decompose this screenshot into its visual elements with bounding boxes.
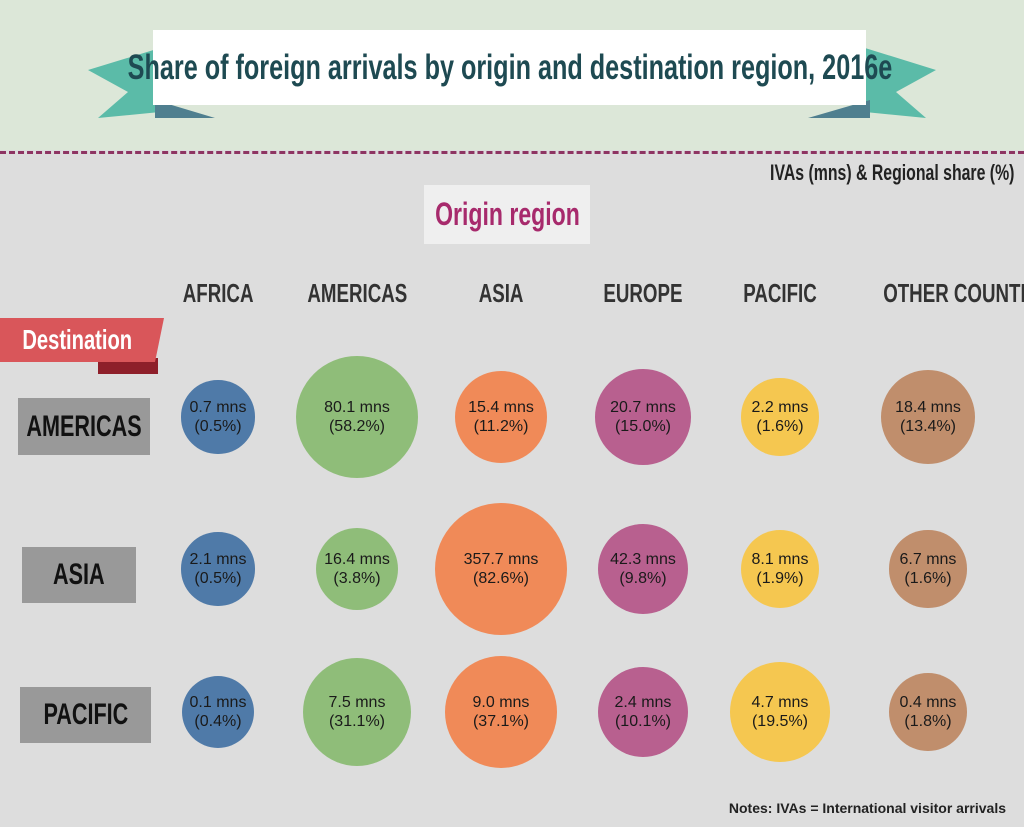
bubble: 20.7 mns (15.0%) (595, 369, 691, 465)
bubble-share: (0.5%) (194, 417, 242, 435)
bubble-value: 18.4 mns (895, 398, 961, 416)
destination-row-text: PACIFIC (43, 698, 128, 731)
bubble-share: (0.4%) (194, 712, 242, 730)
divider (0, 151, 1024, 154)
bubble: 357.7 mns (82.6%) (435, 503, 567, 635)
origin-header-text: EUROPE (603, 278, 683, 308)
bubble-share: (11.2%) (473, 417, 529, 435)
bubble-value: 0.4 mns (899, 693, 957, 711)
bubble: 2.4 mns (10.1%) (597, 666, 689, 758)
destination-row-text: ASIA (53, 558, 105, 591)
bubble-share: (82.6%) (472, 570, 530, 587)
bubble: 6.7 mns (1.6%) (889, 530, 967, 608)
title-text: Share of foreign arrivals by origin and … (127, 47, 892, 87)
bubble-value: 7.5 mns (328, 693, 386, 711)
origin-header-text: ASIA (478, 278, 524, 308)
bubble: 0.4 mns (1.8%) (889, 673, 967, 751)
bubble-share: (1.9%) (756, 569, 804, 587)
bubble: 8.1 mns (1.9%) (741, 530, 819, 608)
bubble: 4.7 mns (19.5%) (730, 662, 830, 762)
title-ribbon (88, 48, 936, 118)
bubble-value: 2.1 mns (189, 550, 247, 568)
bubble-value: 357.7 mns (463, 551, 539, 568)
bubble-share: (9.8%) (619, 569, 667, 587)
bubble: 9.0 mns (37.1%) (445, 656, 557, 768)
bubble-value: 16.4 mns (324, 550, 390, 568)
units-label: IVAs (mns) & Regional share (%) (675, 160, 1014, 186)
destination-row-label: ASIA (22, 547, 136, 603)
bubble-share: (1.6%) (904, 569, 952, 587)
bubble-share: (58.2%) (328, 417, 385, 435)
bubble-value: 0.7 mns (189, 398, 247, 416)
bubble: 0.7 mns (0.5%) (181, 380, 255, 454)
bubble: 2.2 mns (1.6%) (741, 378, 819, 456)
bubble-value: 4.7 mns (751, 693, 809, 711)
origin-text: Origin region (434, 196, 580, 232)
bubble-value: 2.2 mns (751, 398, 809, 416)
bubble-value: 6.7 mns (899, 550, 957, 568)
bubble-value: 42.3 mns (610, 550, 676, 568)
bubble-share: (10.1%) (614, 712, 671, 730)
bubble: 16.4 mns (3.8%) (315, 527, 398, 610)
destination-row-label: AMERICAS (18, 398, 150, 455)
origin-header: EUROPE (563, 278, 723, 309)
bubble-share: (19.5%) (751, 712, 808, 730)
bubble-value: 80.1 mns (324, 398, 390, 416)
bubble-value: 20.7 mns (610, 398, 676, 416)
origin-header: AFRICA (138, 278, 298, 309)
bubble-share: (1.6%) (756, 417, 804, 435)
bubble: 18.4 mns (13.4%) (880, 369, 976, 465)
origin-header: OTHER COUNTRIES (848, 278, 1024, 309)
destination-label: Destination (0, 318, 155, 362)
origin-header-text: AFRICA (182, 278, 254, 308)
bubble-value: 9.0 mns (472, 693, 530, 711)
bubble: 7.5 mns (31.1%) (302, 657, 412, 767)
bubble-share: (13.4%) (899, 417, 956, 435)
origin-header: AMERICAS (277, 278, 437, 309)
chart-title: Share of foreign arrivals by origin and … (127, 30, 892, 105)
destination-row-text: AMERICAS (26, 409, 142, 443)
bubble: 80.1 mns (58.2%) (295, 355, 419, 479)
destination-ribbon (0, 318, 164, 374)
origin-region-label: Origin region (424, 185, 590, 244)
bubble-share: (37.1%) (472, 712, 529, 730)
bubble-share: (3.8%) (333, 569, 381, 587)
units-text: IVAs (mns) & Regional share (%) (769, 160, 1014, 185)
origin-header-text: OTHER COUNTRIES (883, 278, 1024, 308)
footnote: Notes: IVAs = International visitor arri… (728, 800, 1006, 816)
bubble-value: 2.4 mns (614, 693, 672, 711)
bubble-share: (31.1%) (328, 712, 385, 730)
bubble-share: (0.5%) (194, 569, 242, 587)
bubble: 15.4 mns (11.2%) (454, 370, 548, 464)
destination-row-label: PACIFIC (20, 687, 151, 743)
bubble-share: (1.8%) (904, 712, 952, 730)
origin-header: PACIFIC (700, 278, 860, 309)
origin-header-text: PACIFIC (743, 278, 817, 308)
bubble: 42.3 mns (9.8%) (597, 523, 689, 615)
bubble-value: 0.1 mns (189, 693, 247, 711)
bubble-value: 15.4 mns (468, 398, 534, 416)
origin-header: ASIA (421, 278, 581, 309)
bubble-value: 8.1 mns (751, 550, 809, 568)
bubble-share: (15.0%) (614, 417, 671, 435)
bubble: 0.1 mns (0.4%) (181, 675, 255, 749)
bubble: 2.1 mns (0.5%) (181, 532, 255, 606)
origin-header-text: AMERICAS (307, 278, 407, 308)
destination-text: Destination (22, 324, 133, 355)
